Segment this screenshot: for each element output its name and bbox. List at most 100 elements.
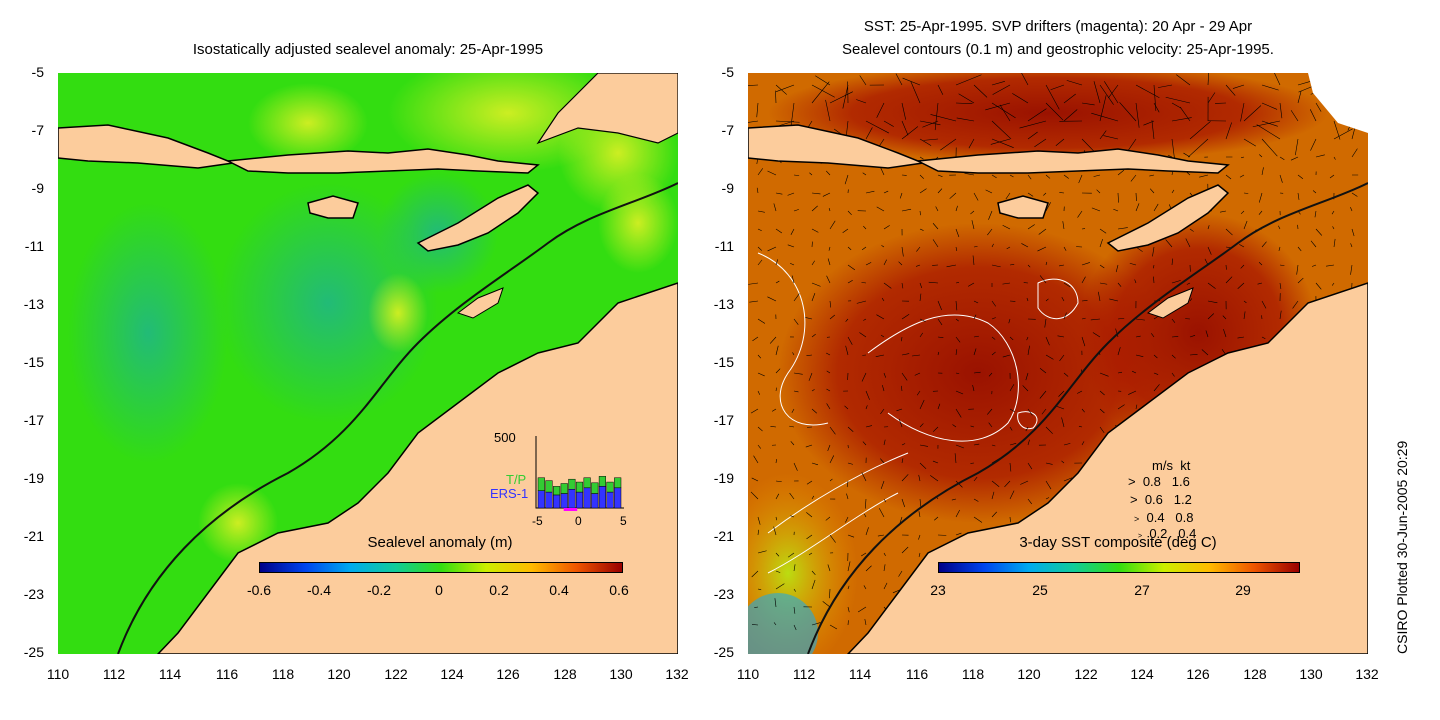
velocity-vector (1045, 174, 1051, 179)
y-tick: -7 (31, 122, 44, 138)
velocity-vector (883, 120, 894, 127)
velocity-vector (825, 170, 831, 176)
velocity-vector (973, 371, 981, 374)
velocity-vector (770, 425, 777, 428)
velocity-vector (1117, 192, 1119, 203)
velocity-vector (865, 127, 873, 140)
velocity-vector (1186, 282, 1191, 285)
velocity-vector (1290, 156, 1299, 161)
velocity-vector (861, 372, 867, 382)
velocity-vector (844, 405, 849, 410)
left-panel-title: Isostatically adjusted sealevel anomaly:… (192, 41, 544, 58)
velocity-vector (757, 372, 765, 377)
y-tick: -5 (721, 64, 734, 80)
velocity-vector (1258, 262, 1263, 266)
velocity-vector (901, 443, 906, 446)
velocity-vector (811, 462, 819, 466)
velocity-vector (757, 246, 762, 251)
velocity-vector (829, 300, 832, 308)
velocity-vector (1090, 318, 1101, 321)
velocity-vector (1207, 313, 1215, 320)
velocity-vector (775, 570, 781, 573)
velocity-vector (898, 418, 903, 428)
left-colorbar (259, 562, 623, 573)
velocity-vector (881, 245, 885, 248)
velocity-vector (919, 120, 941, 126)
inset-bar-tp (568, 478, 576, 490)
velocity-vector (937, 403, 941, 410)
velocity-vector (968, 138, 975, 149)
inset-legend-tp: T/P (506, 472, 527, 487)
velocity-vector (1027, 192, 1034, 197)
x-tick: 118 (961, 666, 985, 682)
velocity-vector (1045, 480, 1052, 490)
velocity-vector (861, 282, 867, 284)
velocity-vector (1077, 390, 1083, 394)
velocity-vector (1078, 174, 1083, 184)
velocity-vector (1099, 238, 1103, 248)
y-tick: -17 (713, 412, 734, 428)
velocity-vector (880, 167, 885, 176)
velocity-vector (1135, 318, 1145, 321)
velocity-vector (883, 282, 892, 289)
cb-tick: 0.2 (489, 582, 509, 598)
inset-bar-tp (583, 477, 591, 489)
velocity-vector (757, 168, 764, 176)
legend-arrow-icon: > (1128, 474, 1136, 489)
velocity-vector (1351, 192, 1358, 197)
velocity-vector (845, 516, 849, 523)
velocity-vector (1117, 227, 1128, 230)
x-tick: 116 (215, 666, 239, 682)
velocity-vector (1117, 317, 1125, 320)
velocity-vector (1117, 282, 1122, 287)
velocity-vector (955, 205, 958, 212)
velocity-vector (775, 480, 782, 483)
velocity-vector (937, 84, 944, 95)
velocity-vector (789, 492, 795, 500)
velocity-vector (1004, 480, 1011, 488)
velocity-vector (988, 422, 993, 428)
velocity-vector (1134, 279, 1137, 284)
velocity-vector (847, 534, 855, 538)
velocity-vector (863, 318, 867, 321)
inset-bar-ers (560, 493, 568, 509)
velocity-vector (748, 84, 759, 86)
velocity-vector (992, 84, 1011, 95)
velocity-vector (773, 526, 777, 536)
velocity-vector (901, 313, 910, 320)
velocity-vector (1279, 156, 1285, 160)
velocity-vector (1044, 318, 1047, 328)
velocity-vector (1098, 291, 1101, 302)
velocity-vector (1062, 221, 1065, 230)
velocity-vector (1113, 208, 1119, 212)
y-tick: -5 (31, 64, 44, 80)
velocity-vector (865, 262, 872, 266)
velocity-vector (1027, 408, 1033, 416)
velocity-vector (775, 368, 781, 374)
velocity-vector (1290, 110, 1299, 122)
cb-tick: 25 (1032, 582, 1048, 598)
velocity-vector (999, 104, 1011, 122)
credit-text: CSIRO Plotted 30-Jun-2005 20:29 (1394, 440, 1410, 654)
velocity-vector (1207, 282, 1216, 289)
velocity-vector (1295, 138, 1299, 156)
velocity-vector (1037, 246, 1047, 252)
velocity-vector (1171, 336, 1179, 338)
velocity-vector (811, 408, 818, 414)
velocity-vector (865, 527, 869, 536)
velocity-vector (775, 280, 780, 284)
velocity-vector (937, 318, 943, 326)
velocity-vector (1171, 258, 1173, 266)
velocity-vector (757, 228, 762, 232)
velocity-vector (1078, 425, 1083, 428)
legend-kt: 0.8 (1175, 510, 1194, 525)
velocity-vector (1257, 282, 1263, 285)
y-tick: -19 (23, 470, 44, 486)
velocity-vector (1117, 404, 1125, 410)
velocity-vector (1171, 102, 1182, 109)
legend-kt: 1.6 (1171, 474, 1190, 489)
velocity-vector (847, 561, 851, 572)
velocity-vector (991, 444, 996, 447)
cb-tick: 0.4 (549, 582, 569, 598)
velocity-vector (1021, 243, 1029, 248)
